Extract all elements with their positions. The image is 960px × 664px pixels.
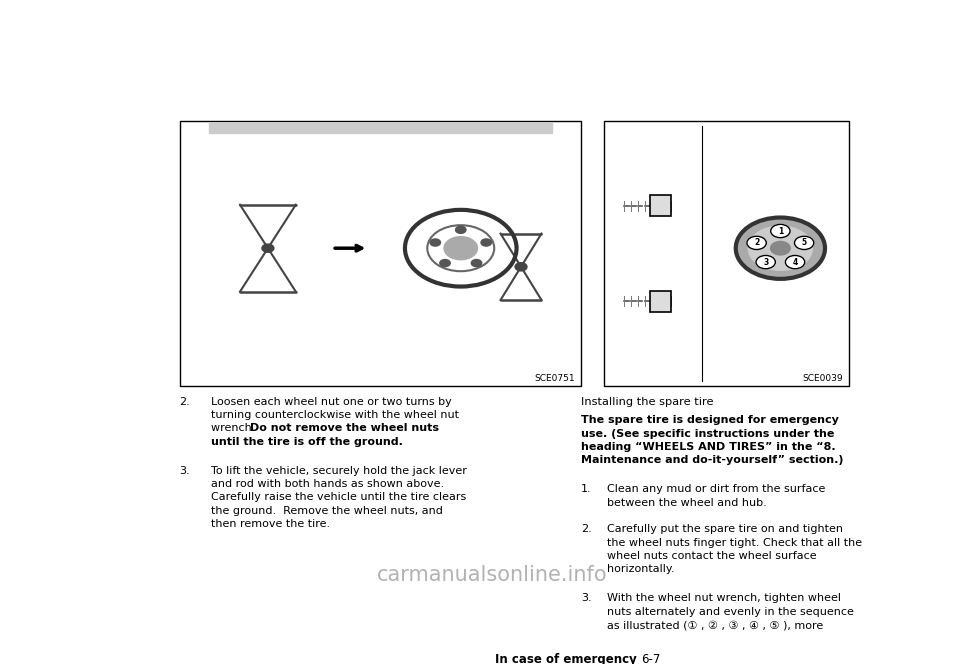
Text: between the wheel and hub.: between the wheel and hub. — [608, 498, 767, 508]
Text: turning counterclockwise with the wheel nut: turning counterclockwise with the wheel … — [211, 410, 459, 420]
Text: Loosen each wheel nut one or two turns by: Loosen each wheel nut one or two turns b… — [211, 396, 451, 406]
Circle shape — [516, 263, 527, 271]
Text: Maintenance and do-it-yourself” section.): Maintenance and do-it-yourself” section.… — [581, 455, 844, 465]
Bar — [180, 121, 582, 386]
Circle shape — [262, 244, 274, 252]
Text: 3.: 3. — [581, 594, 592, 604]
Circle shape — [771, 242, 790, 255]
Text: wheel nuts contact the wheel surface: wheel nuts contact the wheel surface — [608, 551, 817, 561]
Text: as illustrated (① , ② , ③ , ④ , ⑤ ), more: as illustrated (① , ② , ③ , ④ , ⑤ ), mor… — [608, 620, 824, 630]
Text: 1.: 1. — [581, 485, 592, 495]
Circle shape — [771, 224, 790, 238]
Text: 5: 5 — [802, 238, 806, 248]
Circle shape — [481, 239, 492, 246]
Text: 1: 1 — [778, 226, 783, 236]
Text: SCE0751: SCE0751 — [535, 374, 575, 383]
Text: Installing the spare tire: Installing the spare tire — [581, 396, 714, 406]
Text: horizontally.: horizontally. — [608, 564, 675, 574]
Circle shape — [735, 218, 825, 279]
Text: nuts alternately and evenly in the sequence: nuts alternately and evenly in the seque… — [608, 607, 854, 617]
Text: heading “WHEELS AND TIRES” in the “8.: heading “WHEELS AND TIRES” in the “8. — [581, 442, 836, 452]
Text: 6-7: 6-7 — [641, 653, 660, 664]
Circle shape — [430, 239, 441, 246]
Text: In case of emergency: In case of emergency — [495, 653, 637, 664]
Text: the wheel nuts finger tight. Check that all the: the wheel nuts finger tight. Check that … — [608, 538, 862, 548]
Text: 4: 4 — [792, 258, 798, 266]
Text: until the tire is off the ground.: until the tire is off the ground. — [211, 436, 402, 447]
Circle shape — [747, 236, 766, 250]
Text: 2: 2 — [754, 238, 759, 248]
Bar — [604, 121, 849, 386]
Text: 3: 3 — [763, 258, 768, 266]
Circle shape — [785, 256, 804, 269]
FancyBboxPatch shape — [650, 291, 670, 311]
Circle shape — [756, 256, 776, 269]
Text: Carefully raise the vehicle until the tire clears: Carefully raise the vehicle until the ti… — [211, 493, 466, 503]
Text: then remove the tire.: then remove the tire. — [211, 519, 330, 529]
Text: Carefully put the spare tire on and tighten: Carefully put the spare tire on and tigh… — [608, 525, 843, 535]
Circle shape — [748, 226, 812, 270]
Text: use. (See specific instructions under the: use. (See specific instructions under th… — [581, 428, 834, 439]
Text: The spare tire is designed for emergency: The spare tire is designed for emergency — [581, 415, 839, 425]
Text: SCE0039: SCE0039 — [803, 374, 843, 383]
Text: Do not remove the wheel nuts: Do not remove the wheel nuts — [251, 423, 439, 434]
Circle shape — [471, 260, 482, 267]
Circle shape — [456, 226, 466, 233]
Text: carmanualsonline.info: carmanualsonline.info — [376, 565, 608, 585]
Text: 3.: 3. — [180, 466, 190, 476]
Text: 2.: 2. — [180, 396, 190, 406]
Circle shape — [444, 236, 477, 260]
Text: the ground.  Remove the wheel nuts, and: the ground. Remove the wheel nuts, and — [211, 506, 443, 516]
Circle shape — [440, 260, 450, 267]
Text: Clean any mud or dirt from the surface: Clean any mud or dirt from the surface — [608, 485, 826, 495]
Text: With the wheel nut wrench, tighten wheel: With the wheel nut wrench, tighten wheel — [608, 594, 841, 604]
Text: 2.: 2. — [581, 525, 592, 535]
FancyBboxPatch shape — [650, 195, 670, 216]
Text: To lift the vehicle, securely hold the jack lever: To lift the vehicle, securely hold the j… — [211, 466, 467, 476]
Circle shape — [795, 236, 814, 250]
Text: wrench.: wrench. — [211, 423, 258, 434]
Text: and rod with both hands as shown above.: and rod with both hands as shown above. — [211, 479, 444, 489]
